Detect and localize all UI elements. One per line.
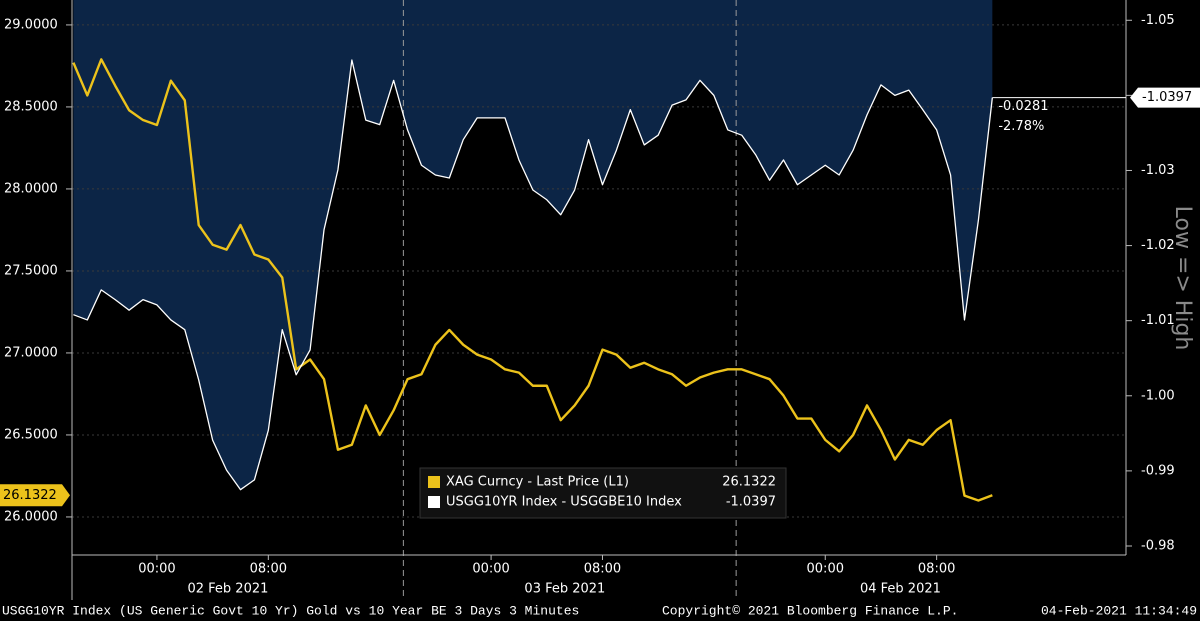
x-tick-label: 00:00 (472, 562, 509, 577)
y2-tick-label: -1.01 (1141, 313, 1175, 328)
legend-value: 26.1322 (722, 475, 776, 490)
x-date-label: 03 Feb 2021 (524, 582, 605, 597)
legend-value: -1.0397 (726, 495, 776, 510)
line (72, 58, 993, 502)
plot-area (72, 0, 1126, 600)
footer-title: USGG10YR Index (US Generic Govt 10 Yr) G… (2, 603, 579, 618)
x-tick-label: 08:00 (250, 562, 287, 577)
timestamp: 04-Feb-2021 11:34:49 (1041, 603, 1197, 618)
y-tick-label: 27.5000 (4, 263, 58, 278)
legend: XAG Curncy - Last Price (L1) 26.1322 USGG1… (419, 467, 787, 519)
copyright: Copyright© 2021 Bloomberg Finance L.P. (662, 603, 958, 618)
last-value-box (1130, 87, 1200, 108)
legend-swatch (428, 496, 440, 508)
line (73, 59, 993, 491)
y2-tick-label: -0.99 (1141, 463, 1175, 478)
y2-tick-label: -1.02 (1141, 238, 1175, 253)
y-tick-label: 27.0000 (4, 345, 58, 360)
y2-tick-label: -1.05 (1141, 13, 1175, 28)
last-value-label: 26.1322 (3, 488, 57, 503)
y-tick-label: 28.0000 (4, 181, 58, 196)
x-tick-label: 00:00 (138, 562, 175, 577)
legend-label: USGG10YR Index - USGGBE10 Index (446, 495, 682, 510)
y2-tick-label: -1.03 (1141, 163, 1175, 178)
x-date-label: 02 Feb 2021 (187, 582, 268, 597)
last-value-label: -1.0397 (1142, 90, 1192, 105)
y-tick-label: 29.0000 (4, 17, 58, 32)
y2-axis-title: Low => High (1170, 206, 1195, 351)
annotation: -0.0281 (998, 99, 1048, 114)
annotation: -2.78% (998, 119, 1044, 134)
x-date-label: 04 Feb 2021 (860, 582, 941, 597)
y2-tick-label: -0.98 (1141, 538, 1175, 553)
x-tick-label: 08:00 (918, 562, 955, 577)
y-tick-label: 26.0000 (4, 509, 58, 524)
y-tick-label: 28.5000 (4, 99, 58, 114)
legend-box (419, 467, 787, 519)
x-tick-label: 08:00 (584, 562, 621, 577)
y-tick-label: 26.5000 (4, 427, 58, 442)
legend-swatch (428, 476, 440, 488)
y2-tick-label: -1.00 (1141, 388, 1175, 403)
legend-label: XAG Curncy - Last Price (L1) (446, 475, 629, 490)
area (73, 0, 993, 490)
last-value-box (0, 484, 70, 507)
x-tick-label: 00:00 (807, 562, 844, 577)
